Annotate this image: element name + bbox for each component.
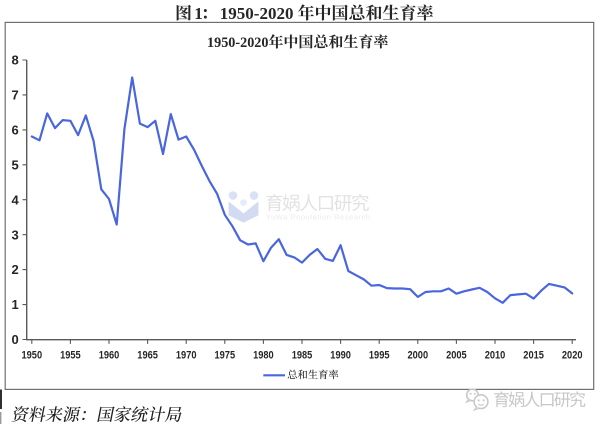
svg-text:1960: 1960 bbox=[99, 350, 120, 362]
svg-text:1975: 1975 bbox=[215, 350, 236, 362]
svg-text:1950-2020: 1950-2020 bbox=[220, 4, 294, 23]
svg-text:1955: 1955 bbox=[60, 350, 81, 362]
svg-text:2015: 2015 bbox=[523, 350, 544, 362]
svg-text:1985: 1985 bbox=[292, 350, 313, 362]
svg-text:1965: 1965 bbox=[137, 350, 158, 362]
svg-text:2005: 2005 bbox=[446, 350, 467, 362]
svg-text:2020: 2020 bbox=[562, 350, 583, 362]
svg-text:1995: 1995 bbox=[369, 350, 390, 362]
svg-text:1950: 1950 bbox=[22, 350, 43, 362]
svg-text:6: 6 bbox=[11, 123, 18, 138]
svg-text:5: 5 bbox=[11, 157, 18, 172]
svg-text:1: 1 bbox=[194, 4, 203, 23]
svg-text:1970: 1970 bbox=[176, 350, 197, 362]
svg-text:2010: 2010 bbox=[485, 350, 506, 362]
svg-text:1990: 1990 bbox=[330, 350, 351, 362]
svg-text:0: 0 bbox=[11, 332, 18, 347]
svg-text:3: 3 bbox=[11, 227, 18, 242]
svg-text:7: 7 bbox=[11, 88, 18, 103]
svg-text:1950-2020: 1950-2020 bbox=[207, 35, 268, 51]
svg-text:1980: 1980 bbox=[253, 350, 274, 362]
svg-text:1: 1 bbox=[11, 297, 18, 312]
svg-text:YuWa Population Research: YuWa Population Research bbox=[266, 212, 371, 221]
svg-text:2000: 2000 bbox=[408, 350, 429, 362]
svg-text:4: 4 bbox=[11, 192, 19, 207]
svg-text:8: 8 bbox=[11, 53, 18, 68]
svg-text:2: 2 bbox=[11, 262, 18, 277]
